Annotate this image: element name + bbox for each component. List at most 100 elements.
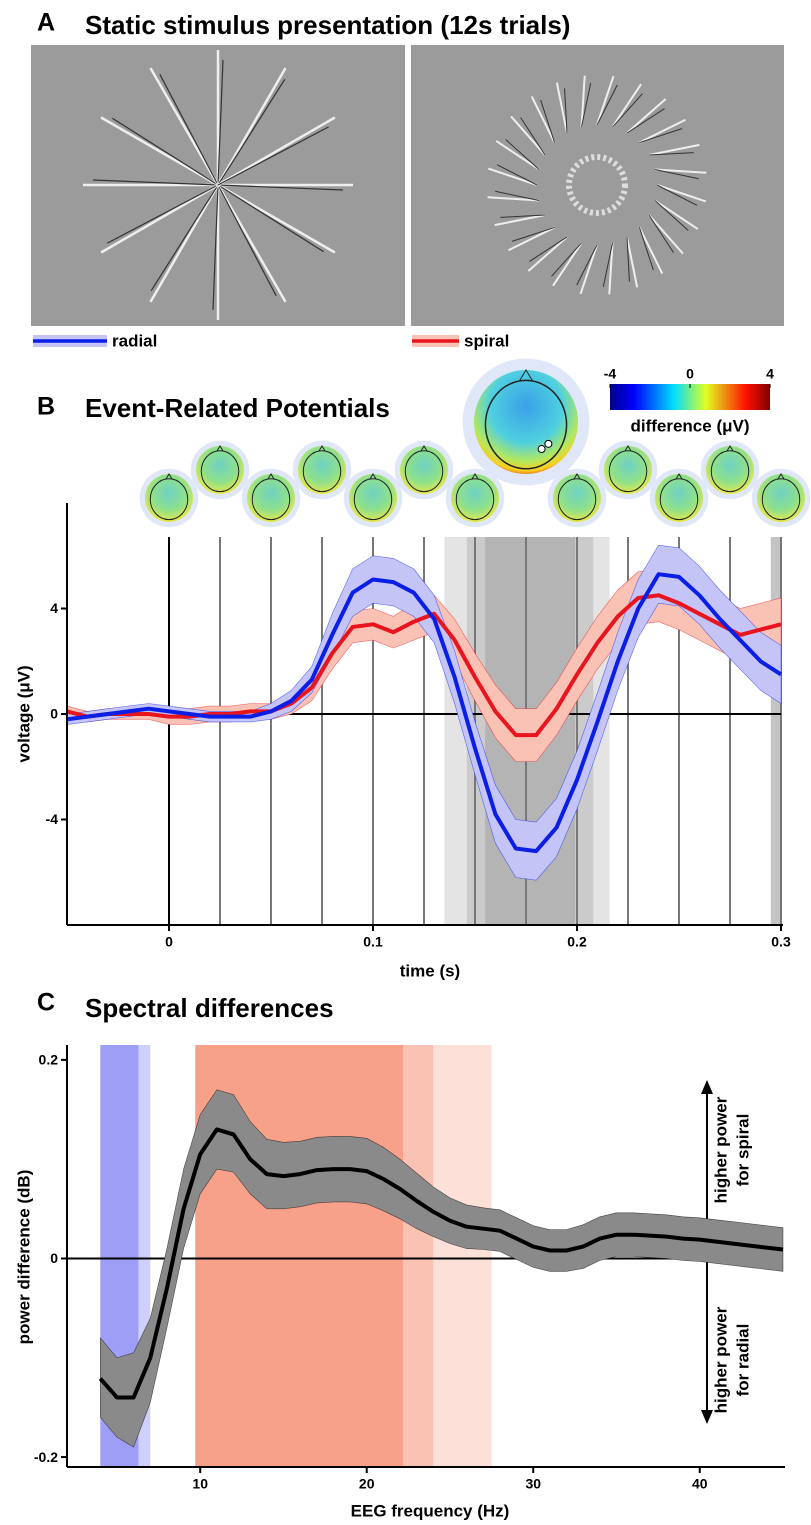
spoke	[159, 74, 219, 186]
spike	[611, 83, 642, 128]
y-tick-label: 0	[50, 706, 58, 722]
spike	[520, 117, 546, 156]
spike	[540, 99, 556, 143]
colorbar-tick-label: 4	[766, 366, 774, 382]
colorbar	[610, 384, 770, 410]
annotation: for radial	[733, 1324, 752, 1397]
stimulus-spiral	[411, 45, 784, 326]
electrode	[537, 445, 546, 454]
spoke	[217, 116, 336, 187]
spoke	[149, 184, 220, 303]
spike	[648, 214, 674, 253]
y-tick-label: 0.2	[39, 1052, 59, 1068]
spike	[626, 236, 639, 288]
topo-nose	[216, 445, 224, 452]
spike	[505, 139, 540, 170]
topo-map	[400, 446, 448, 494]
topo-head	[404, 450, 444, 493]
x-tick-label: 0.3	[771, 934, 791, 950]
spike	[602, 242, 614, 287]
topo-head	[200, 450, 240, 493]
topo-map	[145, 474, 193, 522]
shaded-region	[770, 537, 781, 925]
topo-head	[251, 478, 291, 521]
topo-nose	[420, 445, 428, 452]
spike	[487, 167, 538, 186]
spike	[494, 214, 546, 227]
electrode	[544, 439, 553, 448]
spike	[508, 226, 556, 252]
spike	[654, 200, 689, 231]
spoke	[217, 79, 286, 186]
y-tick-label: 0	[50, 1250, 58, 1266]
topo-head	[761, 478, 801, 521]
spike	[500, 214, 546, 218]
topo-head	[455, 478, 495, 521]
topo-map	[706, 446, 754, 494]
topo-map	[757, 474, 805, 522]
spoke	[216, 184, 287, 303]
annotation: higher power	[711, 1306, 730, 1413]
topo-map	[298, 446, 346, 494]
topo-map	[349, 474, 397, 522]
spike	[576, 244, 598, 286]
colorbar-tick-label: -4	[604, 366, 617, 382]
y-axis-label: power difference (dB)	[14, 1170, 33, 1345]
panel-label: A	[37, 9, 55, 37]
spoke	[107, 184, 219, 244]
spike	[596, 84, 618, 126]
spike	[648, 214, 684, 255]
ring	[566, 154, 628, 216]
panel-title: Spectral differences	[85, 993, 334, 1023]
legend-label: radial	[112, 331, 157, 350]
spike	[612, 93, 643, 128]
y-tick-label: -0.2	[34, 1449, 58, 1465]
spoke	[149, 67, 220, 186]
y-axis-label: voltage (μV)	[14, 665, 33, 762]
topo-head	[659, 478, 699, 521]
spike	[638, 118, 686, 144]
spike	[656, 184, 698, 206]
topo-nose	[573, 473, 581, 480]
topo-nose	[267, 473, 275, 480]
spike	[580, 75, 586, 128]
colorbar-label: difference (μV)	[630, 416, 749, 435]
topo-nose	[519, 369, 533, 381]
spike	[654, 168, 707, 174]
panel-label: B	[37, 393, 55, 421]
x-tick-label: 40	[692, 1476, 708, 1492]
topo-head	[608, 450, 648, 493]
spike	[579, 244, 598, 295]
spike	[608, 242, 614, 295]
series-line	[66, 593, 782, 738]
spike	[511, 226, 555, 242]
spoke	[217, 183, 336, 254]
spike	[527, 236, 568, 272]
stimulus-pattern	[83, 50, 707, 320]
spoke	[217, 184, 277, 296]
spike	[648, 143, 700, 156]
panel-label: C	[37, 989, 55, 1017]
spike	[654, 168, 699, 180]
x-tick-label: 0.1	[363, 934, 383, 950]
annotation: higher power	[711, 1096, 730, 1203]
shaded-region	[433, 1045, 492, 1467]
spike	[638, 227, 654, 271]
spoke	[93, 179, 219, 186]
topo-head	[353, 478, 393, 521]
topo-head	[557, 478, 597, 521]
spike	[654, 199, 699, 230]
topo-head	[149, 478, 189, 521]
spoke	[216, 67, 287, 186]
topo-nose	[726, 445, 734, 452]
spike	[529, 236, 568, 262]
topo-nose	[675, 473, 683, 480]
topo-nose	[318, 445, 326, 452]
legend-label: spiral	[464, 331, 509, 350]
annotation: for spiral	[733, 1114, 752, 1187]
panel-title: Static stimulus presentation (12s trials…	[85, 10, 570, 40]
spoke	[100, 183, 219, 254]
x-axis-label: EEG frequency (Hz)	[351, 1501, 510, 1520]
topo-nose	[369, 473, 377, 480]
